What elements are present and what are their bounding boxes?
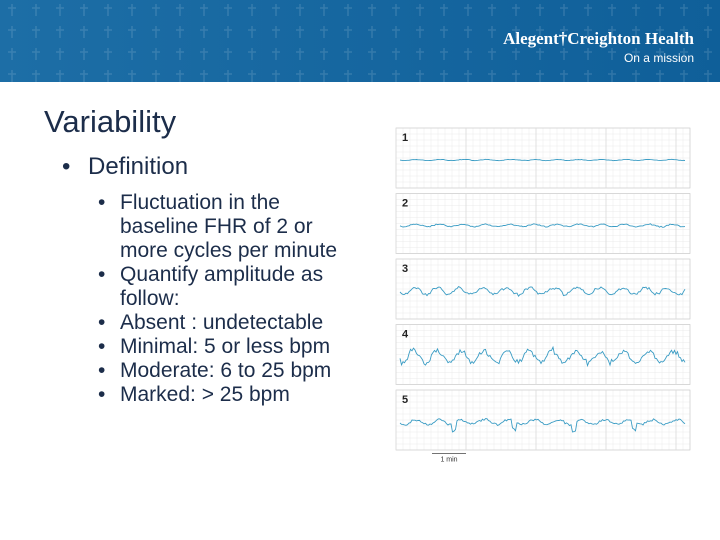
sub-list: Fluctuation in the baseline FHR of 2 or …: [98, 191, 358, 407]
fhr-trace: [399, 158, 686, 162]
strip-label: 2: [402, 198, 408, 210]
fhr-trace: [399, 345, 686, 368]
strip-label: 3: [402, 263, 408, 275]
bullet: Definition Fluctuation in the baseline F…: [62, 153, 358, 407]
sub-bullet: Moderate: 6 to 25 bpm: [98, 359, 358, 383]
bullet-list: Definition Fluctuation in the baseline F…: [62, 153, 358, 407]
fhr-trace: [399, 223, 686, 228]
fhr-trace: [399, 418, 686, 433]
brand: Alegent†Creighton Health: [503, 29, 694, 48]
tagline: On a mission: [623, 51, 694, 65]
sub-bullet: Quantify amplitude as follow:: [98, 263, 358, 311]
sub-bullet: Absent : undetectable: [98, 311, 358, 335]
strip-label: 5: [402, 394, 408, 406]
strip-label: 1: [402, 132, 408, 144]
fhr-figure: 1 2 3 4 5 1 min: [395, 127, 691, 464]
fhr-trace: [399, 286, 686, 298]
scale-label: 1 min: [440, 457, 457, 464]
sub-bullet: Marked: > 25 bpm: [98, 383, 358, 407]
bullet-text: Definition: [62, 153, 188, 180]
sub-bullet: Minimal: 5 or less bpm: [98, 335, 358, 359]
header-band: [0, 0, 720, 82]
slide-title: Variability: [44, 104, 177, 139]
strip-label: 4: [402, 329, 409, 341]
sub-bullet: Fluctuation in the baseline FHR of 2 or …: [98, 191, 358, 263]
